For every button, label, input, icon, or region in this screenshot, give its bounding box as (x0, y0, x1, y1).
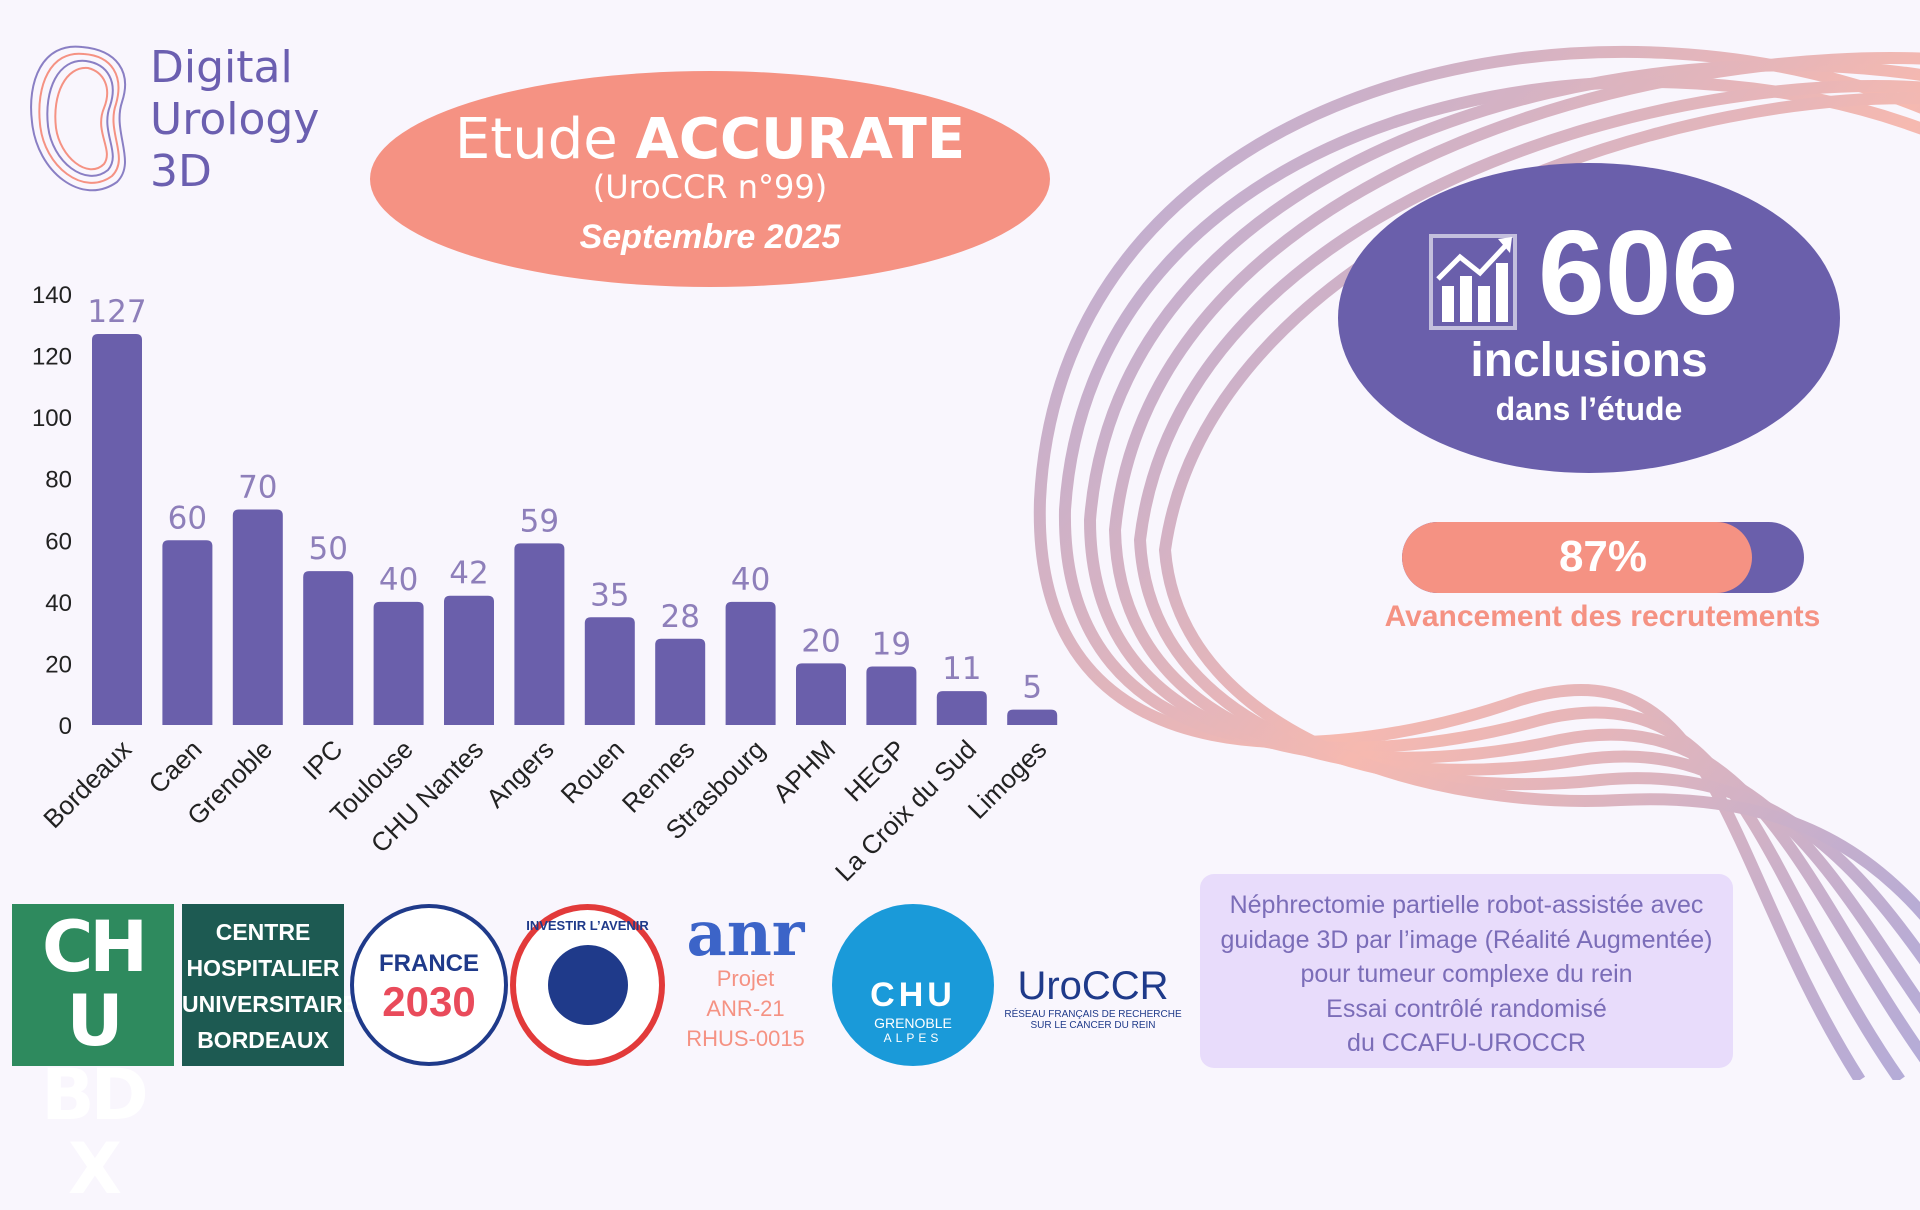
logo-line: CHU (870, 976, 956, 1014)
description-line: du CCAFU-UROCCR (1347, 1029, 1586, 1057)
y-tick-label: 100 (32, 405, 72, 432)
data-label: 60 (168, 500, 207, 536)
y-tick-label: 20 (45, 651, 72, 678)
logo-line: BORDEAUX (197, 1027, 329, 1053)
chart-growth-icon (1429, 234, 1517, 330)
x-tick-label: Caen (142, 734, 207, 799)
logo-line: SUR LE CANCER DU REIN (1030, 1020, 1156, 1031)
x-tick-label: Bordeaux (37, 734, 137, 834)
bar (936, 691, 987, 725)
bar (796, 663, 846, 725)
bar (303, 571, 354, 725)
france-2030-logo: FRANCE 2030 (350, 904, 508, 1066)
y-tick-label: 120 (32, 344, 72, 371)
bar (584, 617, 635, 725)
uroccr-logo: UroCCR RÉSEAU FRANÇAIS DE RECHERCHE SUR … (998, 904, 1188, 1066)
title-bold: ACCURATE (635, 107, 966, 172)
description-line: Néphrectomie partielle robot-assistée av… (1229, 891, 1704, 919)
chu-bordeaux-logo: CHU BDX (12, 904, 174, 1206)
bar (514, 543, 565, 725)
logo-line: 2030 (382, 978, 476, 1025)
x-tick-label: Limoges (962, 734, 1053, 825)
chu-grenoble-logo: CHU GRENOBLE ALPES (832, 904, 994, 1066)
data-label: 70 (238, 470, 277, 506)
data-label: 19 (872, 627, 911, 663)
bar (162, 540, 213, 725)
logo-line: 3D (150, 146, 212, 197)
inclusions-count: 606 (1538, 206, 1739, 340)
logo-line: ANR-21 (706, 996, 785, 1021)
uroccr-text: UroCCR (1017, 964, 1169, 1008)
logo-line: RÉSEAU FRANÇAIS DE RECHERCHE (1004, 1009, 1182, 1020)
y-tick-label: 80 (45, 467, 72, 494)
description-line: guidage 3D par l’image (Réalité Augmenté… (1220, 925, 1713, 954)
study-date: Septembre 2025 (579, 218, 841, 256)
x-tick-label: Angers (480, 734, 559, 813)
logo-line: Digital (150, 42, 293, 93)
x-tick-label: APHM (767, 734, 841, 808)
anr-logo: anr Projet ANR-21 RHUS-0015 (668, 897, 823, 1066)
digital-urology-logo-mark (22, 42, 132, 207)
y-tick-label: 0 (59, 713, 72, 740)
logo-line: HOSPITALIER (186, 955, 340, 981)
chu-bdx-text: CHU BDX (41, 906, 148, 1210)
data-label: 59 (520, 503, 559, 539)
digital-urology-logo-text: Digital Urology 3D (150, 42, 319, 198)
decorative-swirl (1033, 46, 1920, 1080)
anr-text: anr (686, 897, 805, 970)
progress-percent: 87% (1558, 532, 1648, 581)
data-label: 50 (308, 531, 347, 567)
inclusions-label: inclusions (1470, 334, 1708, 387)
study-title: Etude ACCURATE (370, 107, 1050, 172)
logo-line: Urology (150, 94, 320, 145)
data-label: 11 (942, 651, 981, 687)
data-label: 127 (87, 294, 146, 330)
logo-line: UNIVERSITAIRE (182, 991, 358, 1017)
data-label: 35 (590, 577, 629, 613)
bar (655, 638, 706, 725)
study-description: Néphrectomie partielle robot-assistée av… (1200, 874, 1733, 1068)
bar (92, 334, 142, 725)
data-label: 40 (379, 562, 418, 598)
bar (373, 601, 424, 725)
data-label: 5 (1022, 670, 1042, 706)
chu-bordeaux-fullname: CENTRE HOSPITALIER UNIVERSITAIRE BORDEAU… (182, 904, 358, 1066)
data-label: 20 (801, 623, 840, 659)
y-tick-label: 40 (45, 590, 72, 617)
data-label: 28 (660, 599, 699, 635)
logo-line: INVESTIR L’AVENIR (526, 918, 649, 933)
inclusions-badge: 606 inclusions dans l’étude (1338, 163, 1840, 473)
recruitment-progress-bar: 87% (1402, 522, 1804, 593)
study-subtitle: (UroCCR n°99) (592, 168, 828, 206)
study-title-badge: Etude ACCURATE (UroCCR n°99) Septembre 2… (370, 71, 1050, 287)
logo-line: CENTRE (215, 919, 311, 945)
logo-line: RHUS-0015 (686, 1026, 805, 1051)
data-label: 40 (731, 562, 770, 598)
bar (866, 666, 917, 725)
title-prefix: Etude (454, 107, 618, 172)
bar (1007, 709, 1058, 725)
x-tick-label: IPC (297, 734, 349, 786)
logo-line: ALPES (883, 1031, 943, 1045)
investir-avenir-logo: INVESTIR L’AVENIR (510, 904, 665, 1066)
bar (725, 601, 776, 725)
y-tick-label: 140 (32, 282, 72, 309)
logo-line: Projet (716, 966, 775, 991)
y-tick-label: 60 (45, 528, 72, 555)
progress-caption: Avancement des recrutements (1384, 600, 1821, 633)
bar (232, 509, 283, 725)
progress-fill (1402, 522, 1752, 593)
description-line: Essai contrôlé randomisé (1326, 994, 1607, 1023)
bar (444, 595, 494, 725)
data-label: 42 (449, 556, 488, 592)
inclusions-sublabel: dans l’étude (1495, 391, 1683, 427)
description-line: pour tumeur complexe du rein (1300, 960, 1633, 988)
logo-line: FRANCE (379, 950, 479, 977)
logo-line: GRENOBLE (874, 1015, 952, 1031)
